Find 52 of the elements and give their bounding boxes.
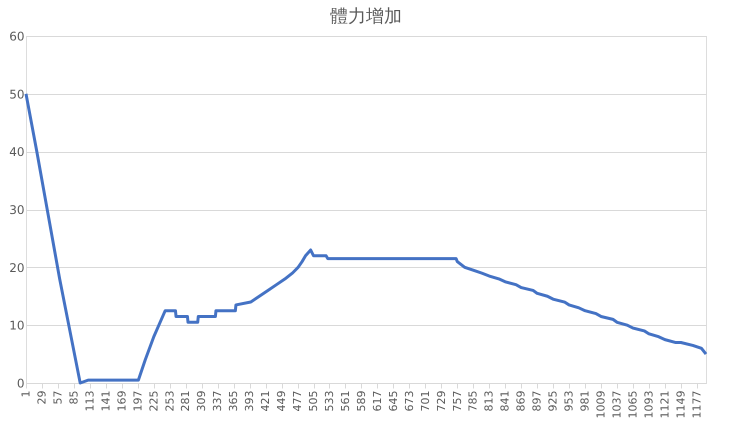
x-tick-label: 673 — [402, 390, 416, 412]
x-tick-label: 981 — [578, 390, 592, 412]
x-tick-label: 477 — [291, 390, 304, 412]
x-tick-label: 589 — [354, 390, 368, 412]
x-tick-label: 701 — [418, 390, 432, 412]
x-tick-label: 645 — [386, 390, 400, 412]
y-tick-label: 10 — [9, 318, 24, 333]
x-tick-label: 169 — [115, 390, 128, 412]
x-tick-label: 729 — [434, 390, 448, 412]
x-tick-label: 505 — [307, 390, 320, 412]
x-tick-label: 1149 — [674, 390, 688, 418]
x-tick-label: 1093 — [642, 390, 656, 418]
x-tick-label: 449 — [275, 390, 288, 412]
x-tick-label: 281 — [179, 390, 192, 412]
x-tick-label: 337 — [211, 390, 224, 412]
x-tick-label: 617 — [370, 390, 384, 412]
y-tick-label: 0 — [16, 376, 24, 390]
line-series — [24, 92, 708, 384]
x-tick-label: 897 — [530, 390, 544, 412]
x-tick-label: 1009 — [594, 390, 608, 418]
y-tick-label: 60 — [9, 30, 24, 44]
chart-title: 體力增加 — [330, 6, 402, 27]
x-tick-label: 225 — [147, 390, 160, 412]
x-tick-label: 953 — [562, 390, 576, 412]
x-tick-label: 757 — [450, 390, 464, 412]
x-tick-label: 1037 — [610, 390, 624, 418]
x-tick-label: 785 — [466, 390, 480, 412]
y-tick-label: 30 — [9, 203, 24, 217]
x-tick-label: 253 — [163, 390, 176, 412]
y-tick-label: 50 — [9, 87, 24, 102]
x-tick-label: 1065 — [626, 390, 640, 418]
x-tick-label: 1121 — [658, 390, 672, 418]
x-tick-label: 141 — [99, 390, 112, 412]
x-tick-label: 925 — [546, 390, 560, 412]
x-tick-label: 29 — [35, 390, 48, 404]
x-tick-label: 1177 — [690, 390, 704, 418]
x-tick-label: 813 — [482, 390, 496, 412]
x-tick-label: 393 — [243, 390, 256, 412]
x-tick-label: 1 — [20, 390, 32, 398]
x-tick-label: 561 — [338, 390, 352, 412]
y-tick-label: 40 — [9, 145, 24, 160]
x-tick-label: 309 — [195, 390, 208, 412]
x-tick-label: 57 — [51, 390, 64, 404]
x-tick-label: 841 — [498, 390, 512, 412]
x-tick-label: 197 — [131, 390, 144, 412]
x-tick-label: 113 — [83, 390, 96, 412]
x-tick-label: 365 — [227, 390, 240, 412]
x-tick-label: 869 — [514, 390, 528, 412]
x-tick-label: 85 — [67, 390, 80, 404]
y-tick-label: 20 — [9, 260, 24, 275]
x-tick-label: 533 — [322, 390, 336, 412]
x-tick-label: 421 — [259, 390, 272, 412]
